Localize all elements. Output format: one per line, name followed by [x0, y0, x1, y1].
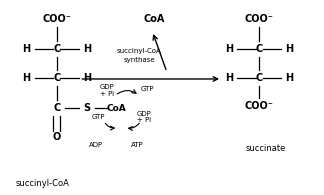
Text: H: H [285, 73, 294, 83]
Text: S: S [83, 103, 90, 113]
Text: H: H [22, 44, 31, 54]
Text: succinyl-CoA: succinyl-CoA [117, 48, 162, 54]
Text: GDP
+ Pi: GDP + Pi [99, 84, 114, 97]
Text: H: H [83, 73, 91, 83]
Text: synthase: synthase [123, 58, 155, 63]
Text: H: H [83, 44, 91, 54]
Text: C: C [53, 73, 60, 83]
Text: COO⁻: COO⁻ [245, 101, 274, 111]
Text: C: C [53, 103, 60, 113]
Text: C: C [53, 44, 60, 54]
Text: succinyl-CoA: succinyl-CoA [15, 179, 69, 188]
Text: GTP: GTP [92, 114, 106, 120]
Text: H: H [225, 44, 233, 54]
Text: ATP: ATP [132, 142, 144, 148]
Text: CoA: CoA [107, 104, 126, 113]
Text: C: C [256, 44, 263, 54]
Text: CoA: CoA [143, 14, 165, 25]
Text: GTP: GTP [141, 86, 154, 92]
Text: COO⁻: COO⁻ [42, 14, 71, 25]
Text: GDP
+ Pi: GDP + Pi [137, 111, 152, 123]
Text: C: C [256, 73, 263, 83]
Text: H: H [22, 73, 31, 83]
Text: H: H [225, 73, 233, 83]
Text: COO⁻: COO⁻ [245, 14, 274, 25]
Text: ADP: ADP [88, 142, 103, 148]
Text: O: O [52, 132, 61, 143]
Text: succinate: succinate [246, 144, 286, 153]
Text: H: H [285, 44, 294, 54]
